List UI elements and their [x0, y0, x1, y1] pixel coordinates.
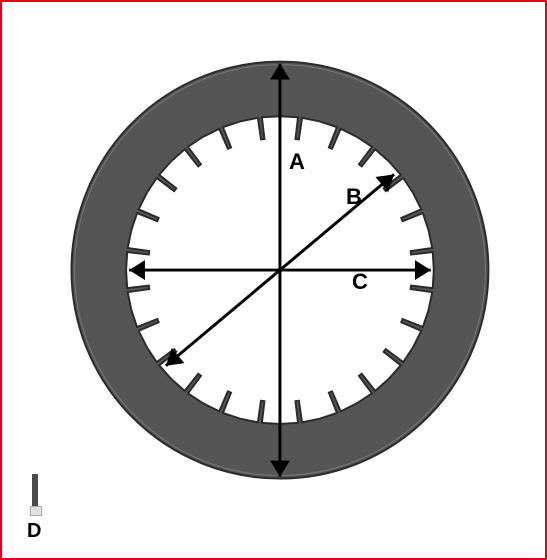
diagram-svg	[2, 2, 545, 558]
diagram-frame: A B C D	[0, 0, 547, 560]
dimension-label-d: D	[27, 520, 41, 543]
thickness-bar-icon	[32, 474, 38, 512]
dimension-label-a: A	[289, 149, 305, 175]
dimension-label-c: C	[352, 269, 368, 295]
dimension-label-b: B	[346, 184, 362, 210]
